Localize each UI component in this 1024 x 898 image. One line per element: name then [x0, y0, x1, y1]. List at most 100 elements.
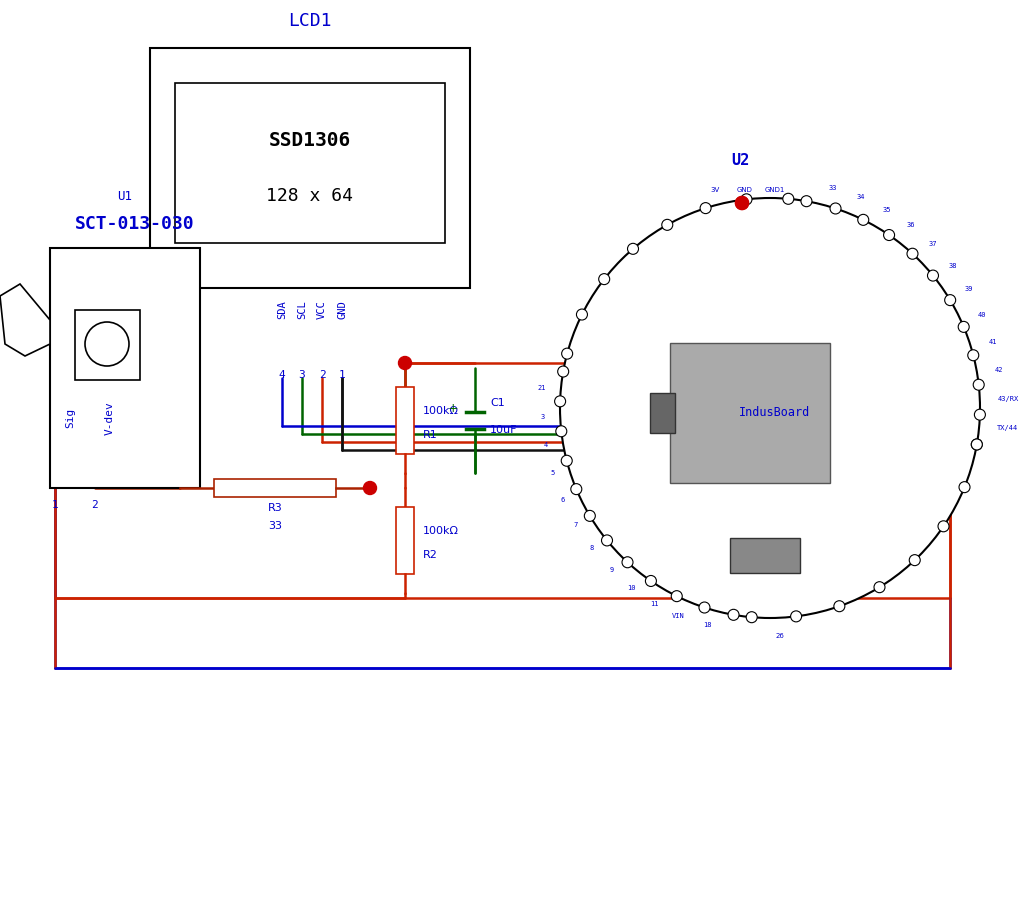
Text: LCD1: LCD1 — [288, 12, 332, 30]
Circle shape — [735, 197, 749, 209]
Polygon shape — [0, 284, 50, 356]
Bar — [650, 393, 675, 433]
Text: 33: 33 — [268, 521, 282, 531]
Circle shape — [874, 582, 885, 593]
Text: 34: 34 — [856, 194, 865, 200]
Text: U2: U2 — [731, 153, 750, 168]
Text: V-dev: V-dev — [105, 401, 115, 435]
Circle shape — [599, 274, 609, 285]
Text: SDA: SDA — [278, 300, 287, 319]
Text: 9: 9 — [609, 567, 613, 573]
Circle shape — [628, 243, 639, 254]
Text: R1: R1 — [423, 430, 437, 441]
Circle shape — [909, 555, 921, 566]
Circle shape — [972, 439, 982, 450]
Circle shape — [585, 510, 595, 522]
Circle shape — [830, 203, 841, 214]
Circle shape — [958, 321, 969, 332]
Circle shape — [782, 193, 794, 205]
Text: 10: 10 — [627, 585, 635, 591]
Text: U1: U1 — [118, 190, 132, 203]
Text: R3: R3 — [267, 503, 283, 513]
Circle shape — [735, 197, 749, 209]
Text: 26: 26 — [775, 633, 784, 639]
Text: SSD1306: SSD1306 — [269, 130, 351, 149]
Bar — [670, 343, 830, 483]
Bar — [396, 387, 414, 454]
Circle shape — [972, 439, 982, 450]
Text: 4: 4 — [279, 370, 286, 380]
Circle shape — [968, 349, 979, 361]
Text: SCL: SCL — [297, 300, 307, 319]
Circle shape — [884, 230, 895, 241]
Text: TX/44: TX/44 — [997, 425, 1019, 431]
Circle shape — [959, 481, 970, 493]
Text: 5: 5 — [550, 470, 555, 476]
Circle shape — [746, 612, 757, 622]
Text: R2: R2 — [423, 550, 438, 560]
Text: 18: 18 — [703, 622, 712, 629]
Text: 38: 38 — [948, 262, 956, 269]
Text: 36: 36 — [906, 223, 915, 228]
Bar — [730, 538, 800, 573]
Text: 21: 21 — [538, 385, 546, 392]
Bar — [175, 83, 445, 243]
Circle shape — [558, 366, 568, 377]
Circle shape — [728, 610, 739, 621]
Text: IndusBoard: IndusBoard — [739, 407, 811, 419]
Text: 10uF: 10uF — [490, 426, 517, 436]
Circle shape — [570, 484, 582, 495]
Text: 41: 41 — [988, 339, 996, 345]
Circle shape — [801, 196, 812, 207]
Circle shape — [561, 455, 572, 466]
Bar — [150, 48, 470, 288]
Circle shape — [938, 521, 949, 532]
Text: Sig: Sig — [65, 408, 75, 428]
Text: 3: 3 — [299, 370, 305, 380]
Text: 42: 42 — [995, 367, 1004, 374]
Text: 3V: 3V — [711, 187, 720, 193]
Text: GND1: GND1 — [765, 187, 785, 193]
Circle shape — [555, 396, 565, 407]
Circle shape — [834, 601, 845, 612]
Circle shape — [577, 309, 588, 320]
Circle shape — [975, 409, 985, 420]
Text: 8: 8 — [590, 545, 594, 551]
Text: 4: 4 — [544, 443, 548, 448]
Text: C1: C1 — [490, 398, 505, 408]
Circle shape — [85, 322, 129, 366]
Circle shape — [662, 219, 673, 231]
Circle shape — [945, 295, 955, 305]
Text: 37: 37 — [929, 242, 937, 247]
Circle shape — [601, 535, 612, 546]
Text: 11: 11 — [650, 601, 659, 607]
Text: 2: 2 — [91, 500, 98, 510]
Bar — [75, 310, 140, 380]
Text: 43/RX: 43/RX — [997, 396, 1019, 402]
Text: 100kΩ: 100kΩ — [423, 406, 459, 416]
Bar — [214, 479, 336, 497]
Bar — [50, 248, 200, 488]
Text: 33: 33 — [829, 185, 838, 190]
Text: 35: 35 — [883, 207, 891, 213]
Circle shape — [741, 194, 752, 205]
Circle shape — [560, 198, 980, 618]
Text: 3: 3 — [541, 414, 545, 420]
Circle shape — [672, 591, 682, 602]
Circle shape — [700, 203, 711, 214]
Text: GND: GND — [337, 300, 347, 319]
Text: 39: 39 — [965, 286, 973, 293]
Circle shape — [556, 426, 567, 436]
Circle shape — [858, 215, 868, 225]
Text: 7: 7 — [573, 522, 578, 528]
Text: 2: 2 — [318, 370, 326, 380]
Circle shape — [699, 602, 710, 613]
Circle shape — [561, 348, 572, 359]
Text: 6: 6 — [560, 497, 564, 503]
Circle shape — [791, 611, 802, 622]
Circle shape — [364, 481, 377, 495]
Text: GND: GND — [737, 187, 753, 193]
Circle shape — [973, 379, 984, 391]
Text: 100kΩ: 100kΩ — [423, 525, 459, 535]
Text: VIN: VIN — [672, 613, 685, 620]
